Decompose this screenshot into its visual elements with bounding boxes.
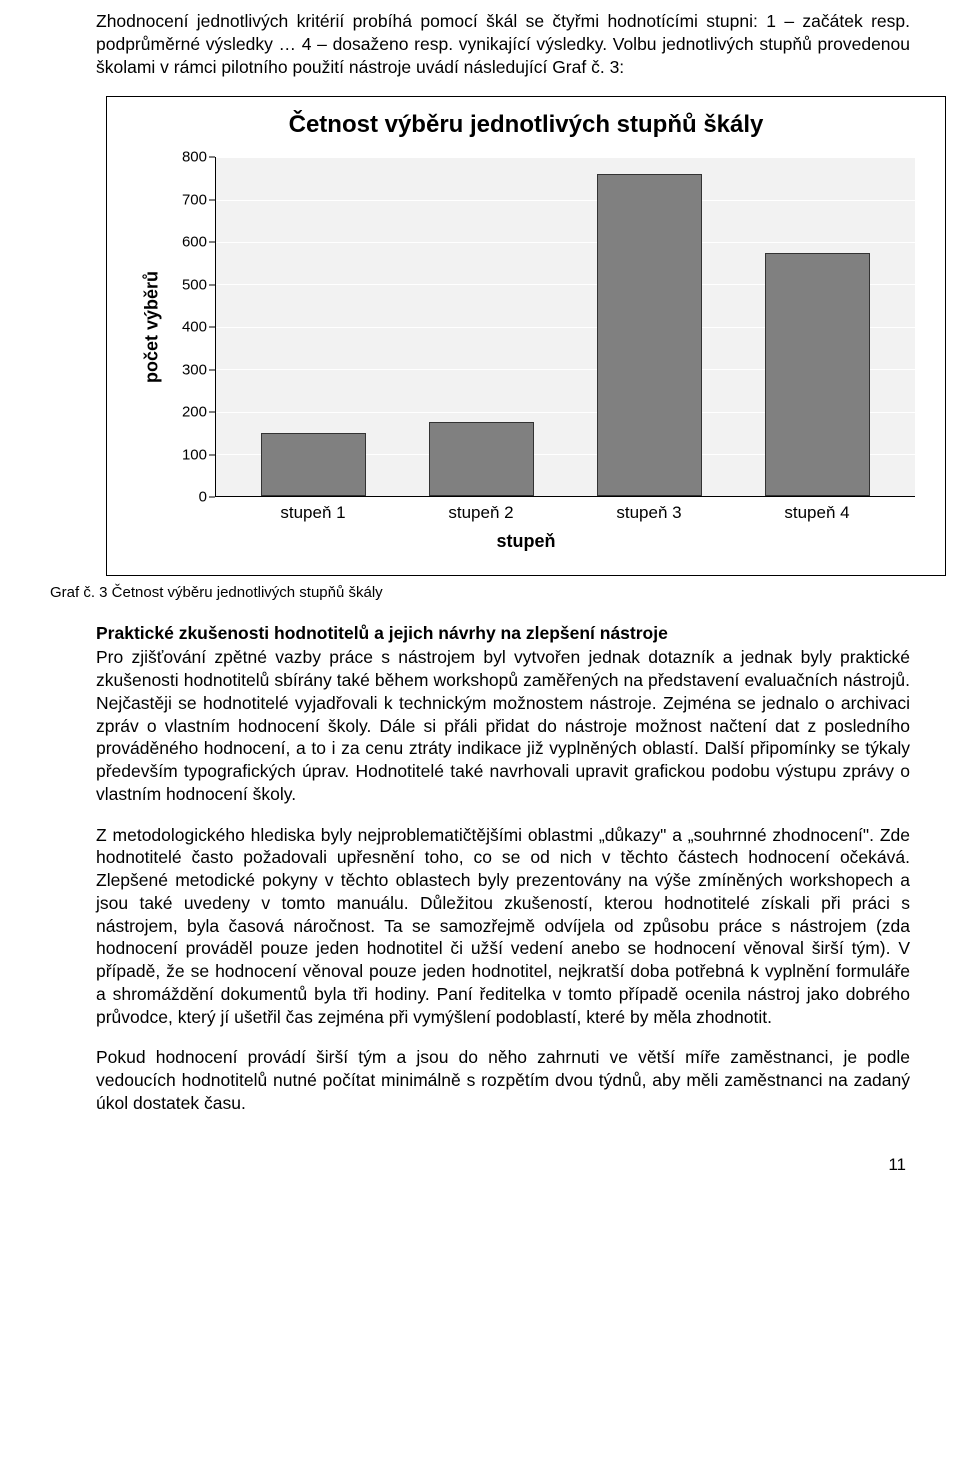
chart-gridline bbox=[216, 242, 915, 243]
chart-bar bbox=[429, 422, 534, 496]
chart-caption: Graf č. 3 Četnost výběru jednotlivých st… bbox=[50, 584, 910, 601]
paragraph-4: Pokud hodnocení provádí širší tým a jsou… bbox=[96, 1046, 910, 1114]
chart-bar bbox=[765, 253, 870, 497]
chart-bar bbox=[597, 174, 702, 496]
chart-ytick-label: 800 bbox=[182, 149, 207, 166]
chart-title: Četnost výběru jednotlivých stupňů škály bbox=[137, 111, 915, 139]
intro-paragraph: Zhodnocení jednotlivých kritérií probíhá… bbox=[96, 10, 910, 78]
chart-plot-area bbox=[215, 157, 915, 497]
chart-ylabel: počet výběrů bbox=[142, 271, 163, 383]
chart-xtick-label: stupeň 4 bbox=[784, 503, 849, 523]
section-subheading: Praktické zkušenosti hodnotitelů a jejic… bbox=[96, 623, 910, 644]
chart-xticks: stupeň 1 stupeň 2 stupeň 3 stupeň 4 bbox=[215, 497, 915, 527]
chart-xtick-label: stupeň 3 bbox=[616, 503, 681, 523]
bar-chart: Četnost výběru jednotlivých stupňů škály… bbox=[106, 96, 946, 576]
chart-yticks: 0100200300400500600700800 bbox=[167, 157, 215, 497]
chart-ytick-label: 700 bbox=[182, 191, 207, 208]
chart-bar bbox=[261, 433, 366, 497]
paragraph-3: Z metodologického hlediska byly nejprobl… bbox=[96, 824, 910, 1029]
chart-xtick-label: stupeň 2 bbox=[448, 503, 513, 523]
chart-ytick-label: 300 bbox=[182, 361, 207, 378]
chart-xtick-label: stupeň 1 bbox=[280, 503, 345, 523]
chart-ytick-label: 400 bbox=[182, 319, 207, 336]
chart-ytick-label: 0 bbox=[199, 489, 207, 506]
chart-ytick-label: 600 bbox=[182, 234, 207, 251]
chart-gridline bbox=[216, 157, 915, 158]
chart-ytick-label: 100 bbox=[182, 446, 207, 463]
chart-ytick-label: 500 bbox=[182, 276, 207, 293]
chart-ytick-label: 200 bbox=[182, 404, 207, 421]
paragraph-2: Pro zjišťování zpětné vazby práce s nást… bbox=[96, 646, 910, 805]
page-number: 11 bbox=[50, 1155, 910, 1175]
chart-gridline bbox=[216, 200, 915, 201]
document-page: Zhodnocení jednotlivých kritérií probíhá… bbox=[0, 0, 960, 1205]
chart-xlabel: stupeň bbox=[137, 531, 915, 552]
